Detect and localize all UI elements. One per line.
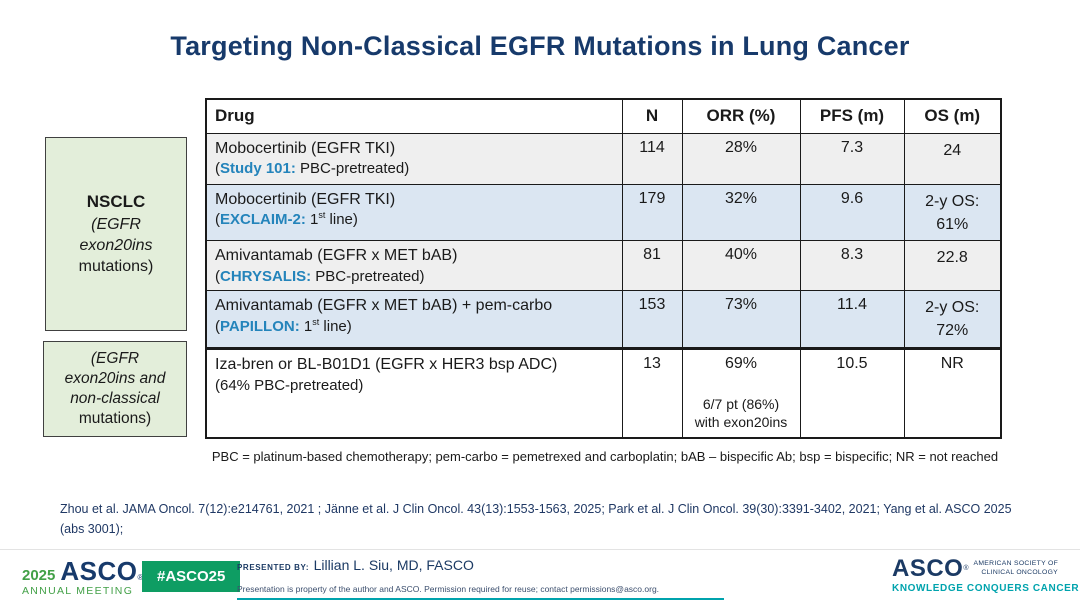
org-name: ASCO — [892, 555, 964, 582]
os-cell: NR — [903, 348, 1002, 439]
footer-divider — [0, 549, 1080, 550]
n-cell: 153 — [621, 290, 683, 349]
study-detail: PBC-pretreated) — [311, 267, 425, 285]
drug-study-line: (PAPILLON: 1st line) — [215, 317, 614, 337]
drug-study-line: (64% PBC-pretreated) — [215, 376, 364, 394]
study-detail: 1st line) — [299, 316, 352, 335]
paren: ( — [215, 317, 220, 335]
orr-value: 69% — [724, 355, 758, 372]
box1-line4: mutations) — [78, 257, 154, 275]
registered-mark: ® — [137, 573, 144, 582]
box2-line4: mutations) — [78, 409, 152, 427]
drug-study-line: (Study 101: PBC-pretreated) — [215, 159, 614, 179]
paren: ( — [215, 267, 220, 285]
table-row-iza-bren: Iza-bren or BL-B01D1 (EGFR x HER3 bsp AD… — [205, 348, 1002, 439]
abbreviations-footnote: PBC = platinum-based chemotherapy; pem-c… — [211, 449, 999, 464]
os-cell: 2-y OS: 72% — [903, 290, 1002, 349]
slide-title: Targeting Non-Classical EGFR Mutations i… — [170, 31, 910, 61]
table-row-amivantamab-chrysalis: Amivantamab (EGFR x MET bAB) (CHRYSALIS:… — [205, 239, 1002, 292]
box2-line1: (EGFR — [90, 350, 140, 368]
col-header-pfs: PFS (m) — [799, 98, 905, 134]
citations: Zhou et al. JAMA Oncol. 7(12):e214761, 2… — [60, 502, 1012, 536]
drug-name: Mobocertinib (EGFR TKI) — [215, 190, 396, 208]
drug-name: Amivantamab (EGFR x MET bAB) + pem-carbo — [215, 297, 553, 315]
box2-line3: non-classical — [70, 390, 160, 407]
drug-cell: Amivantamab (EGFR x MET bAB) + pem-carbo… — [205, 290, 623, 349]
presented-by-label: PRESENTED BY: — [237, 563, 310, 572]
drug-cell: Mobocertinib (EGFR TKI) (Study 101: PBC-… — [205, 132, 623, 185]
table-row-amivantamab-papillon: Amivantamab (EGFR x MET bAB) + pem-carbo… — [205, 290, 1002, 349]
orr-cell: 32% — [681, 183, 801, 241]
drug-study-line: (EXCLAIM-2: 1st line) — [215, 210, 614, 230]
col-header-os: OS (m) — [903, 98, 1002, 134]
nsclc-exon20ins-box: NSCLC (EGFR exon20ins mutations) — [45, 137, 187, 331]
orr-note: 6/7 pt (86%) with exon20ins — [694, 396, 788, 431]
drug-study-line: (CHRYSALIS: PBC-pretreated) — [215, 267, 614, 287]
os-cell: 22.8 — [903, 239, 1002, 292]
drug-name: Mobocertinib (EGFR TKI) — [215, 139, 396, 157]
box1-line1: NSCLC — [86, 192, 146, 212]
drug-name: Iza-bren or BL-B01D1 (EGFR x HER3 bsp AD… — [215, 356, 558, 373]
orr-cell: 28% — [681, 132, 801, 185]
os-cell: 2-y OS: 61% — [903, 183, 1002, 241]
results-table: Drug N ORR (%) PFS (m) OS (m) Mobocertin… — [205, 98, 1002, 349]
n-cell: 81 — [621, 239, 683, 292]
orr-cell: 40% — [681, 239, 801, 292]
presenter-block: PRESENTED BY: Lillian L. Siu, MD, FASCO … — [237, 557, 724, 600]
registered-mark: ® — [963, 565, 969, 573]
teal-divider — [237, 598, 724, 600]
os-cell: 24 — [903, 132, 1002, 185]
study-detail: 1st line) — [305, 210, 358, 229]
study-name: CHRYSALIS: — [220, 267, 312, 285]
paren: ( — [215, 160, 220, 178]
n-cell: 179 — [621, 183, 683, 241]
asco-annual-meeting-logo: 2025 ASCO ® ANNUAL MEETING — [22, 556, 144, 597]
study-name: Study 101: — [220, 160, 296, 178]
pfs-cell: 10.5 — [799, 348, 905, 439]
study-detail: PBC-pretreated) — [295, 160, 410, 178]
table-header-row: Drug N ORR (%) PFS (m) OS (m) — [205, 98, 1002, 134]
pfs-cell: 7.3 — [799, 132, 905, 185]
drug-cell: Iza-bren or BL-B01D1 (EGFR x HER3 bsp AD… — [205, 348, 623, 439]
org-motto: KNOWLEDGE CONQUERS CANCER — [892, 582, 1080, 594]
box1-line3: exon20ins — [79, 236, 153, 254]
drug-cell: Mobocertinib (EGFR TKI) (EXCLAIM-2: 1st … — [205, 183, 623, 241]
meeting-org: ASCO — [60, 556, 138, 586]
orr-cell: 73% — [681, 290, 801, 349]
meeting-subtitle: ANNUAL MEETING — [22, 585, 134, 597]
drug-cell: Amivantamab (EGFR x MET bAB) (CHRYSALIS:… — [205, 239, 623, 292]
n-cell: 114 — [621, 132, 683, 185]
table-row-mobocertinib-study101: Mobocertinib (EGFR TKI) (Study 101: PBC-… — [205, 132, 1002, 185]
presenter-name: Lillian L. Siu, MD, FASCO — [313, 557, 474, 573]
exon20ins-nonclassical-box: (EGFR exon20ins and non-classical mutati… — [43, 341, 187, 437]
col-header-orr: ORR (%) — [681, 98, 801, 134]
org-tagline-line2: CLINICAL ONCOLOGY — [981, 568, 1059, 576]
iza-bren-table: Iza-bren or BL-B01D1 (EGFR x HER3 bsp AD… — [205, 348, 1002, 439]
permission-text: Presentation is property of the author a… — [237, 584, 660, 594]
table-row-mobocertinib-exclaim2: Mobocertinib (EGFR TKI) (EXCLAIM-2: 1st … — [205, 183, 1002, 241]
box1-line2: (EGFR — [91, 215, 141, 233]
orr-cell: 69% 6/7 pt (86%) with exon20ins — [681, 348, 801, 439]
n-cell: 13 — [621, 348, 683, 439]
pfs-cell: 8.3 — [799, 239, 905, 292]
col-header-drug: Drug — [205, 98, 623, 134]
asco-logo: ASCO ® AMERICAN SOCIETY OF CLINICAL ONCO… — [892, 555, 1080, 594]
meeting-year: 2025 — [22, 567, 56, 584]
pfs-cell: 9.6 — [799, 183, 905, 241]
paren: ( — [215, 211, 220, 229]
study-name: EXCLAIM-2: — [220, 211, 306, 229]
org-tagline-line1: AMERICAN SOCIETY OF — [973, 560, 1059, 568]
box2-line2: exon20ins and — [64, 370, 166, 388]
drug-name: Amivantamab (EGFR x MET bAB) — [215, 246, 458, 264]
study-name: PAPILLON: — [220, 317, 300, 335]
pfs-cell: 11.4 — [799, 290, 905, 349]
col-header-n: N — [621, 98, 683, 134]
hashtag-badge: #ASCO25 — [142, 561, 241, 592]
